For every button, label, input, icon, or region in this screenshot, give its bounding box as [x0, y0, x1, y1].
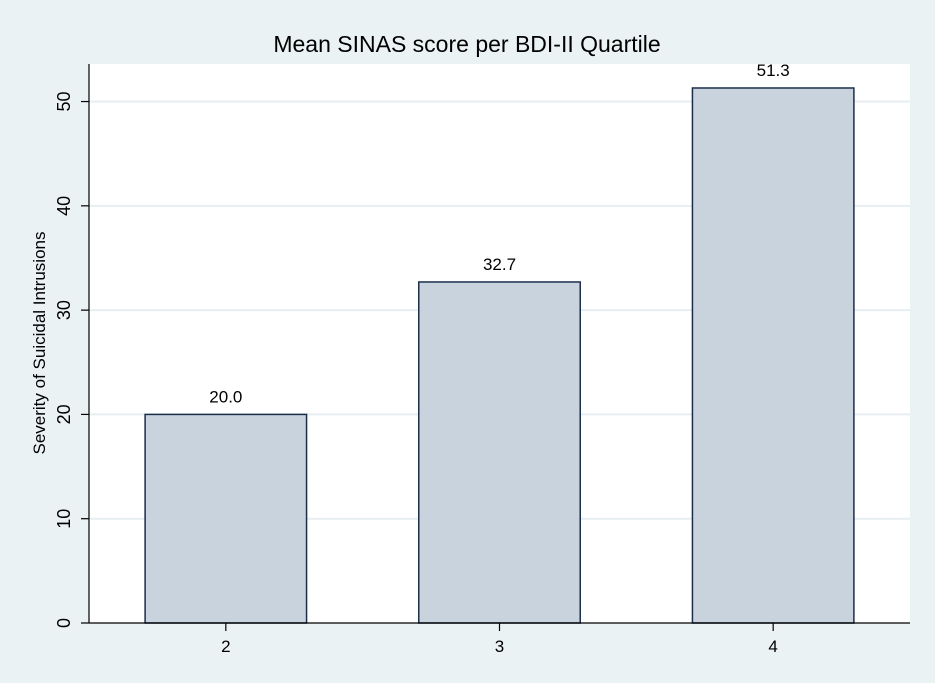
y-tick-label: 10 [54, 509, 74, 529]
y-tick-label: 30 [54, 300, 74, 320]
bar [418, 281, 581, 624]
bar-value-label: 20.0 [209, 387, 242, 406]
x-tick-label: 2 [221, 637, 230, 656]
x-tick-label: 4 [768, 637, 777, 656]
chart-title: Mean SINAS score per BDI-II Quartile [273, 31, 660, 57]
y-tick-label: 0 [54, 618, 74, 628]
y-axis-label: Severity of Suicidal Intrusions [30, 232, 49, 455]
bar-value-label: 51.3 [757, 61, 790, 80]
bar [144, 413, 308, 624]
bars [144, 87, 855, 624]
bar [691, 87, 855, 624]
bar-value-label: 32.7 [483, 255, 516, 274]
y-tick-label: 50 [54, 92, 74, 112]
y-axis: 0 10 20 30 40 50 [54, 64, 90, 628]
x-axis: 2 3 4 [89, 622, 910, 656]
bar-value-labels: 20.0 32.7 51.3 [209, 61, 789, 406]
y-tick-label: 20 [54, 404, 74, 424]
x-tick-label: 3 [495, 637, 504, 656]
y-tick-label: 40 [54, 196, 74, 216]
